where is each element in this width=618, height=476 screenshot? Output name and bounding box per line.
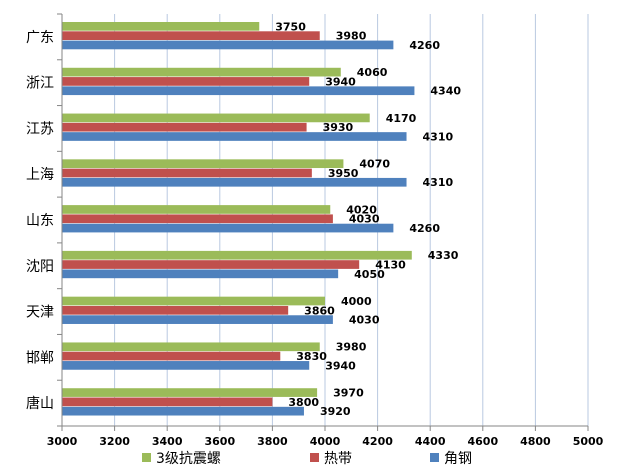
category-label: 唐山 (26, 395, 54, 412)
category-label: 江苏 (26, 121, 54, 137)
data-label: 3940 (325, 359, 356, 372)
bar (62, 388, 318, 397)
bar (62, 122, 307, 132)
data-label: 3980 (336, 341, 367, 354)
x-tick-label: 4800 (520, 435, 551, 448)
x-tick-label: 3000 (47, 435, 78, 448)
data-label: 3800 (288, 396, 319, 409)
x-tick-label: 3800 (257, 435, 288, 448)
data-label: 4020 (346, 203, 377, 216)
bar (62, 269, 339, 279)
data-label: 3750 (275, 20, 306, 33)
data-label: 4170 (386, 112, 417, 125)
category-label: 山东 (26, 213, 54, 229)
data-label: 3940 (325, 75, 356, 88)
data-label: 4130 (375, 258, 406, 271)
bar (62, 177, 407, 187)
data-label: 4340 (430, 85, 461, 98)
bar (62, 86, 415, 96)
data-label: 4330 (428, 249, 459, 262)
data-label: 3980 (336, 30, 367, 43)
data-label: 3860 (304, 304, 335, 317)
data-labels: 3750398042604060394043404170393043104070… (275, 20, 461, 418)
bar (62, 223, 394, 233)
bar (62, 351, 281, 361)
x-tick-label: 4000 (310, 435, 341, 448)
bar (62, 31, 320, 40)
bar (62, 168, 312, 178)
legend-item: 3级抗震螺 (142, 451, 221, 467)
bar (62, 40, 394, 50)
bar (62, 159, 344, 169)
x-tick-label: 5000 (573, 435, 604, 448)
data-label: 4060 (357, 66, 388, 79)
category-label: 邯郸 (26, 350, 54, 366)
x-tick-labels: 3000 3200 3400 3600 3800 4000 4200 4400 4600 4800… (47, 435, 604, 448)
legend-label: 热带 (324, 451, 352, 467)
data-label: 4030 (349, 314, 380, 327)
bar (62, 406, 304, 416)
bar (62, 397, 273, 407)
bar (62, 67, 341, 77)
legend-label: 3级抗震螺 (156, 451, 221, 467)
data-label: 4310 (423, 130, 454, 143)
category-label: 上海 (26, 167, 54, 183)
data-label: 3920 (320, 405, 351, 418)
category-label: 广东 (26, 30, 54, 46)
x-tick-label: 3200 (99, 435, 130, 448)
legend-label: 角钢 (444, 451, 472, 467)
legend: 3级抗震螺 热带 角钢 (142, 451, 472, 467)
data-label: 4260 (409, 39, 440, 52)
data-label: 4260 (409, 222, 440, 235)
data-label: 4070 (359, 158, 390, 171)
bars (62, 22, 415, 416)
data-label: 4310 (423, 176, 454, 189)
category-label: 浙江 (26, 76, 54, 92)
legend-swatch (430, 453, 439, 462)
bar (62, 77, 310, 86)
category-label: 沈阳 (26, 259, 54, 275)
x-tick-label: 3400 (152, 435, 183, 448)
bar (62, 250, 412, 260)
legend-swatch (310, 453, 319, 462)
data-label: 4050 (354, 268, 385, 281)
data-label: 3930 (323, 121, 354, 134)
x-tick-label: 4600 (467, 435, 498, 448)
bar (62, 113, 370, 123)
data-label: 3970 (333, 387, 364, 400)
x-tick-label: 4400 (415, 435, 446, 448)
legend-item: 热带 (310, 451, 352, 467)
bar (62, 132, 407, 141)
x-tick-label: 4200 (362, 435, 393, 448)
data-label: 4000 (341, 295, 372, 308)
bar (62, 214, 333, 224)
data-label: 3830 (296, 350, 327, 363)
bar (62, 22, 260, 31)
data-label: 3950 (328, 167, 359, 180)
bar (62, 315, 333, 324)
legend-swatch (142, 453, 151, 462)
bar (62, 305, 289, 315)
data-label: 4030 (349, 213, 380, 226)
bar (62, 296, 325, 306)
bar (62, 260, 360, 269)
bar (62, 361, 310, 370)
bar (62, 342, 320, 352)
axes (57, 13, 589, 431)
legend-item: 角钢 (430, 451, 472, 467)
x-tick-label: 3600 (204, 435, 235, 448)
category-label: 天津 (26, 305, 54, 321)
bar (62, 205, 331, 214)
